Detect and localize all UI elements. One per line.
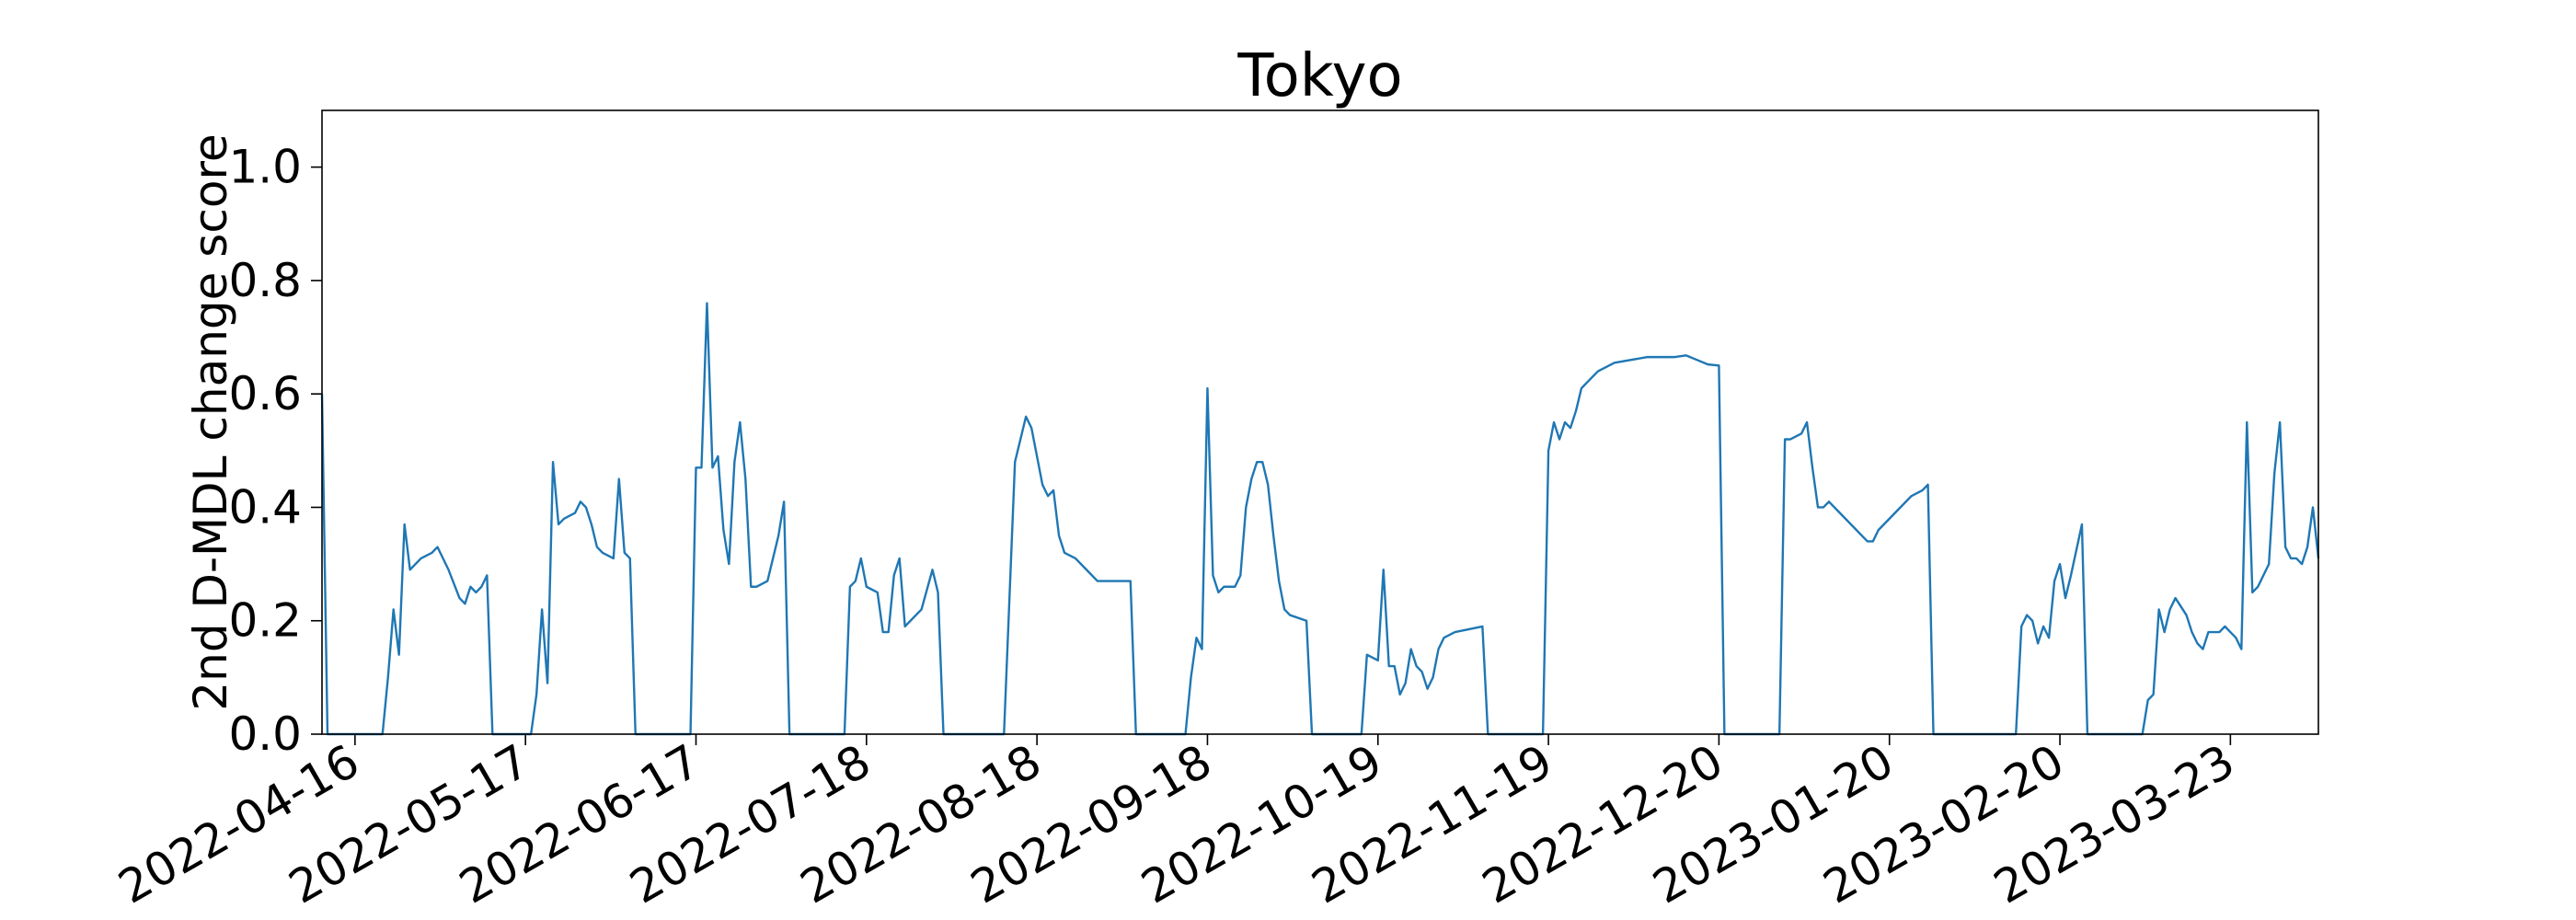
y-tick-label: 0.4: [228, 480, 302, 534]
y-tick-label: 0.6: [228, 367, 302, 420]
y-axis-label: 2nd D-MDL change score: [184, 133, 237, 710]
plot-frame: [321, 109, 2319, 735]
y-tick-label: 0.2: [228, 594, 302, 648]
y-tick-label: 0.0: [228, 707, 302, 761]
chart-title: Tokyo: [1236, 42, 1402, 110]
y-tick-label: 1.0: [228, 141, 302, 194]
y-tick-label: 0.8: [228, 254, 302, 307]
line-series: [320, 302, 2320, 736]
